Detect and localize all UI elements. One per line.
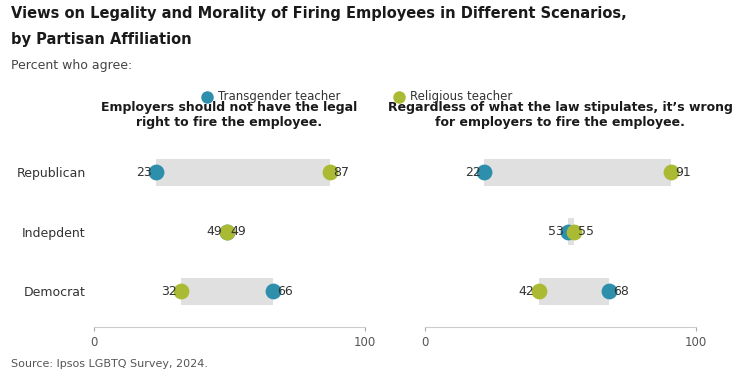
Text: Transgender teacher: Transgender teacher xyxy=(218,90,341,103)
Title: Regardless of what the law stipulates, it’s wrong
for employers to fire the empl: Regardless of what the law stipulates, i… xyxy=(388,101,732,129)
Text: 66: 66 xyxy=(277,285,293,298)
Bar xyxy=(484,159,672,186)
Text: 49: 49 xyxy=(231,225,247,238)
Point xyxy=(323,169,335,176)
Text: 22: 22 xyxy=(465,166,481,179)
Text: Source: Ipsos LGBTQ Survey, 2024.: Source: Ipsos LGBTQ Survey, 2024. xyxy=(11,359,208,369)
Point xyxy=(220,229,232,235)
Text: 55: 55 xyxy=(578,225,594,238)
Title: Employers should not have the legal
right to fire the employee.: Employers should not have the legal righ… xyxy=(102,101,357,129)
Text: 42: 42 xyxy=(519,285,535,298)
Point xyxy=(174,288,186,294)
Text: 91: 91 xyxy=(675,166,691,179)
Point xyxy=(603,288,615,294)
Text: Religious teacher: Religious teacher xyxy=(410,90,512,103)
Text: by Partisan Affiliation: by Partisan Affiliation xyxy=(11,32,192,47)
Point xyxy=(220,229,232,235)
Text: 87: 87 xyxy=(334,166,350,179)
Bar xyxy=(180,278,273,304)
Point xyxy=(150,169,162,176)
Bar xyxy=(569,218,574,245)
Text: Views on Legality and Morality of Firing Employees in Different Scenarios,: Views on Legality and Morality of Firing… xyxy=(11,6,627,21)
Point xyxy=(532,288,544,294)
Text: 49: 49 xyxy=(207,225,223,238)
Bar xyxy=(156,159,329,186)
Point xyxy=(562,229,575,235)
Text: 32: 32 xyxy=(161,285,177,298)
Text: Percent who agree:: Percent who agree: xyxy=(11,59,132,72)
Point xyxy=(478,169,490,176)
Point xyxy=(666,169,678,176)
Point xyxy=(267,288,279,294)
Text: 23: 23 xyxy=(136,166,152,179)
Point xyxy=(568,229,580,235)
Text: 53: 53 xyxy=(548,225,564,238)
Text: 68: 68 xyxy=(613,285,629,298)
Bar xyxy=(538,278,609,304)
